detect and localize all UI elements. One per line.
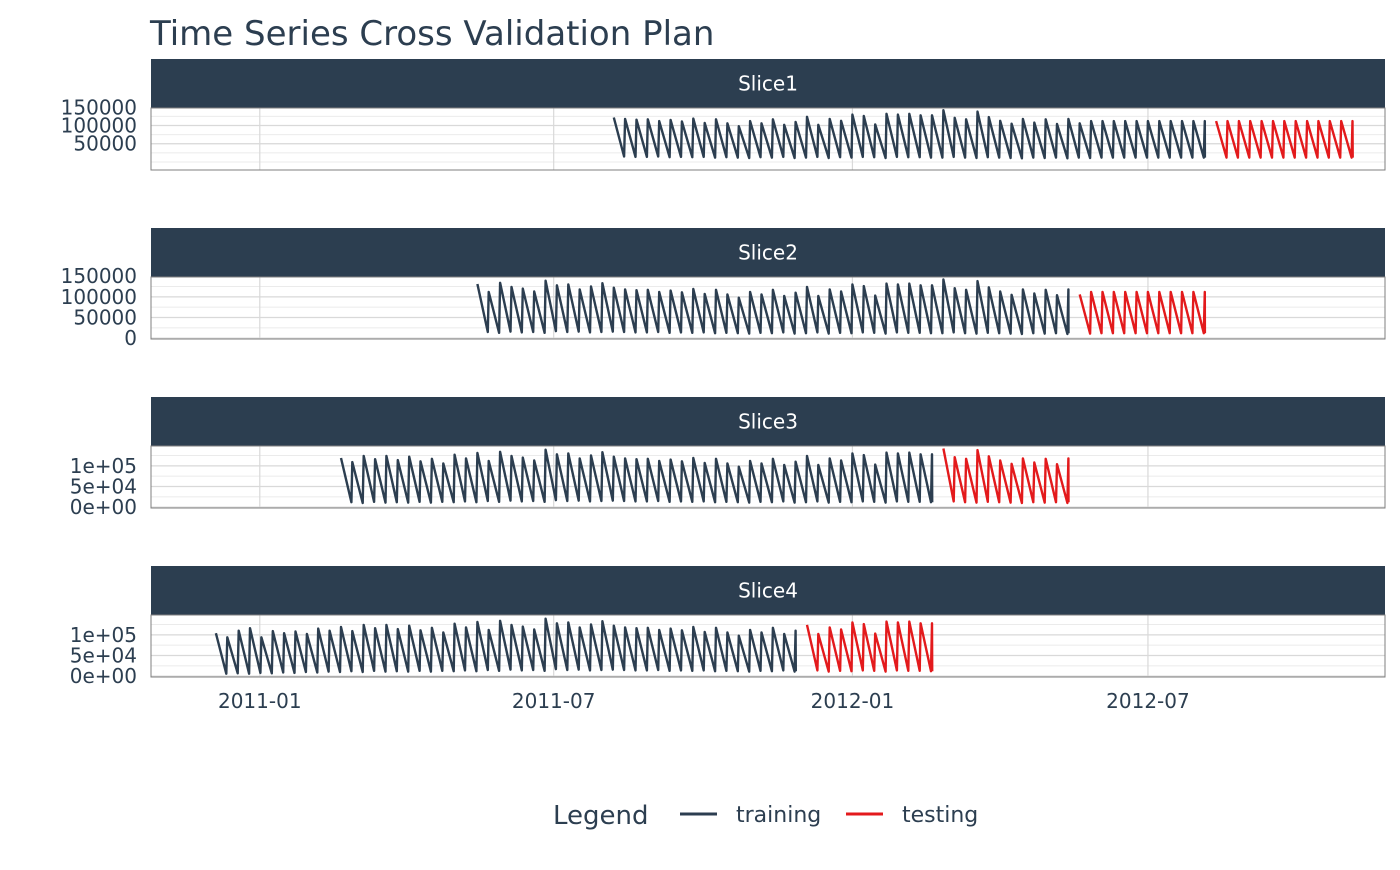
series-training-1 (612, 109, 1207, 160)
series-testing-2 (1078, 290, 1207, 335)
y-tick-label: 100000 (61, 285, 137, 309)
y-tick-label: 50000 (73, 306, 137, 330)
x-tick-label: 2011-07 (512, 689, 596, 713)
x-tick-label: 2011-01 (218, 689, 302, 713)
y-tick-label: 150000 (61, 264, 137, 288)
series-testing-3 (942, 448, 1070, 505)
facet-strip-4 (151, 566, 1385, 615)
y-tick-label: 50000 (73, 132, 137, 156)
facet-strip-1 (151, 59, 1385, 108)
panel-border-1 (150, 107, 1386, 171)
y-tick-label: 0e+00 (70, 664, 137, 688)
x-tick-label: 2012-07 (1106, 689, 1190, 713)
facet-label-1: Slice1 (738, 72, 798, 96)
series-training-2 (476, 278, 1070, 336)
y-tick-label: 0 (124, 326, 137, 350)
facet-strip-3 (151, 397, 1385, 446)
series-testing-1 (1214, 119, 1354, 159)
legend-label-training: training (736, 803, 821, 828)
y-tick-label: 5e+04 (70, 475, 137, 499)
y-tick-label: 5e+04 (70, 644, 137, 668)
panel-border-3 (150, 445, 1386, 509)
facet-label-2: Slice2 (738, 241, 798, 265)
legend-title: Legend (553, 801, 649, 831)
facet-label-4: Slice4 (738, 579, 798, 603)
panel-border-4 (150, 614, 1386, 678)
legend-label-testing: testing (902, 803, 978, 828)
facet-label-3: Slice3 (738, 410, 798, 434)
facet-strip-2 (151, 228, 1385, 277)
panel-border-2 (150, 276, 1386, 340)
x-tick-label: 2012-01 (811, 689, 895, 713)
y-tick-label: 1e+05 (70, 454, 137, 478)
y-tick-label: 0e+00 (70, 495, 137, 519)
series-training-4 (214, 617, 797, 675)
series-training-3 (339, 448, 934, 505)
chart-title: Time Series Cross Validation Plan (149, 14, 714, 54)
series-testing-4 (805, 620, 934, 673)
y-tick-label: 150000 (61, 95, 137, 119)
y-tick-label: 100000 (61, 114, 137, 138)
panel-background-1 (151, 108, 1385, 170)
y-tick-label: 1e+05 (70, 623, 137, 647)
